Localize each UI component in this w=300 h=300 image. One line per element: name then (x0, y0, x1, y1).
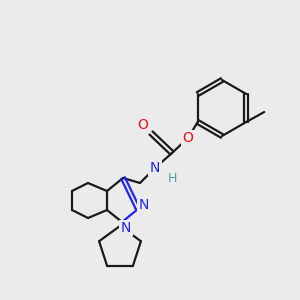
Text: N: N (121, 221, 131, 235)
Text: O: O (183, 131, 194, 145)
Text: N: N (150, 161, 160, 175)
Text: N: N (139, 198, 149, 212)
Text: O: O (138, 118, 148, 132)
Text: H: H (167, 172, 177, 184)
